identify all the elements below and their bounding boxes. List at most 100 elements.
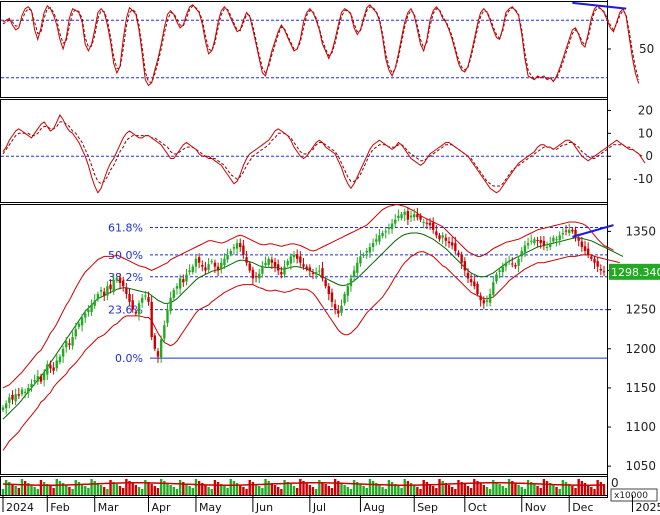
volume-bar bbox=[251, 482, 255, 495]
candle-body bbox=[194, 258, 198, 267]
volume-bar bbox=[115, 484, 119, 495]
volume-bar bbox=[147, 482, 150, 495]
candle-body bbox=[343, 294, 346, 304]
candle-body bbox=[169, 297, 172, 312]
last-price-label: 1298.340 bbox=[611, 266, 660, 279]
candle-body bbox=[577, 237, 580, 241]
candle-body bbox=[68, 343, 71, 345]
volume-bar bbox=[144, 480, 147, 495]
volume-bar bbox=[337, 481, 340, 495]
volume-bar bbox=[122, 488, 125, 495]
candle-body bbox=[20, 389, 24, 395]
candle-body bbox=[596, 261, 599, 267]
candle-body bbox=[375, 239, 378, 242]
candle-body bbox=[555, 239, 558, 241]
x-tick-label-3: Apr bbox=[152, 501, 172, 514]
volume-bar bbox=[523, 489, 527, 495]
volume-bar bbox=[156, 488, 160, 495]
candle-body bbox=[526, 243, 530, 246]
candle-body bbox=[248, 263, 251, 271]
candle-body bbox=[201, 265, 204, 267]
volume-bar bbox=[276, 487, 280, 495]
candle-body bbox=[571, 229, 574, 232]
candle-body bbox=[311, 272, 315, 274]
volume-bar bbox=[103, 487, 106, 495]
volume-bar bbox=[441, 481, 444, 495]
volume-bar bbox=[466, 486, 470, 495]
candle-body bbox=[514, 265, 517, 267]
last-price-tag bbox=[609, 263, 660, 280]
volume-bar bbox=[400, 488, 403, 495]
volume-bar bbox=[539, 488, 542, 495]
candle-body bbox=[131, 300, 134, 310]
volume-bar bbox=[33, 487, 36, 495]
volume-bar bbox=[305, 483, 308, 495]
volume-bar bbox=[422, 480, 425, 495]
volume-bar bbox=[504, 488, 508, 495]
candle-body bbox=[318, 270, 321, 272]
volume-bar bbox=[128, 481, 131, 495]
volume-bar bbox=[343, 485, 346, 495]
volume-bar bbox=[469, 488, 473, 495]
candle-body bbox=[485, 300, 489, 302]
candle-body bbox=[11, 394, 14, 400]
candle-body bbox=[273, 261, 277, 267]
volume-bar bbox=[406, 481, 410, 495]
volume-bar bbox=[378, 485, 381, 495]
volume-bar bbox=[84, 486, 87, 495]
candle-body bbox=[501, 266, 504, 273]
volume-bar bbox=[229, 479, 232, 495]
bollinger-lower-band bbox=[2, 251, 620, 451]
candle-body bbox=[49, 365, 52, 369]
volume-ytick-label-0: 0 bbox=[611, 476, 619, 490]
candle-body bbox=[106, 286, 109, 296]
price-ytick-label-3: 1200 bbox=[625, 342, 656, 356]
candle-body bbox=[397, 215, 400, 219]
candle-body bbox=[295, 254, 299, 259]
volume-bar bbox=[96, 483, 100, 495]
volume-bar bbox=[153, 486, 157, 495]
candle-body bbox=[425, 222, 429, 224]
volume-bar bbox=[65, 485, 68, 495]
candle-body bbox=[530, 240, 533, 242]
volume-bar bbox=[356, 482, 359, 495]
volume-ma-line bbox=[2, 482, 605, 486]
candle-body bbox=[473, 281, 476, 287]
candle-body bbox=[409, 215, 413, 218]
volume-bar bbox=[321, 482, 324, 495]
price-ytick-label-2: 1250 bbox=[625, 303, 656, 317]
candle-body bbox=[457, 252, 460, 255]
volume-bar bbox=[526, 480, 530, 495]
volume-bar bbox=[501, 486, 504, 495]
candle-body bbox=[185, 274, 188, 282]
volume-bar bbox=[235, 483, 239, 495]
candle-body bbox=[523, 245, 527, 253]
volume-bar bbox=[197, 481, 201, 495]
candle-body bbox=[229, 250, 232, 255]
volume-bar bbox=[593, 489, 596, 495]
volume-bar bbox=[333, 479, 337, 495]
fib-level-label-1: 50.0% bbox=[108, 249, 143, 262]
fib-level-label-4: 0.0% bbox=[115, 352, 143, 365]
momentum-signal-line bbox=[2, 121, 643, 187]
volume-bar bbox=[210, 489, 213, 495]
volume-bar bbox=[140, 489, 144, 495]
candle-body bbox=[87, 309, 90, 312]
volume-bar bbox=[577, 479, 580, 495]
volume-bar bbox=[27, 483, 30, 495]
price-ytick-label-4: 1150 bbox=[625, 381, 656, 395]
volume-bar bbox=[324, 484, 327, 495]
volume-bar bbox=[488, 489, 492, 495]
candle-body bbox=[356, 262, 359, 273]
candle-body bbox=[552, 237, 555, 242]
volume-bar bbox=[384, 489, 387, 495]
candle-body bbox=[17, 394, 21, 396]
candle-body bbox=[74, 329, 77, 337]
x-tick-label-9: Oct bbox=[468, 501, 488, 514]
x-tick-label-12: 2025 bbox=[635, 501, 660, 514]
candle-body bbox=[444, 237, 448, 241]
candle-body bbox=[115, 278, 119, 281]
panel-frame-price bbox=[0, 204, 608, 475]
volume-bar bbox=[55, 479, 58, 495]
candle-body bbox=[416, 214, 419, 218]
